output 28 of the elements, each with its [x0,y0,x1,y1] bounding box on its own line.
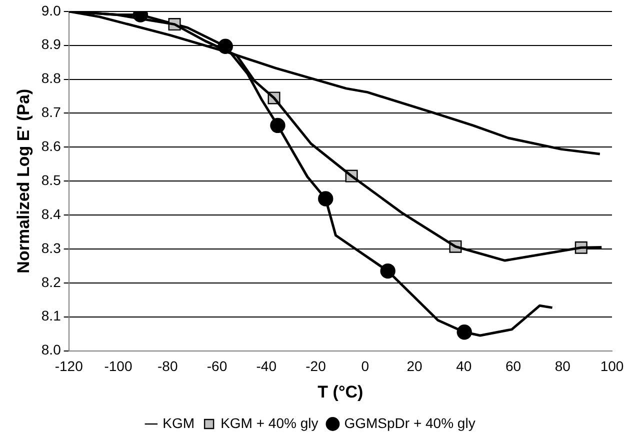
x-tick-label: -40 [256,358,277,374]
y-tick-label: 8.1 [41,308,62,324]
x-tick-label: 40 [456,358,472,374]
legend-label: KGM + 40% gly [220,414,318,431]
y-tick-label: 8.0 [41,342,62,358]
y-tick-label: 8.4 [41,206,62,222]
x-tick-label: 80 [554,358,571,374]
x-tick-label: -100 [104,358,132,374]
y-tick-label: 8.7 [41,104,62,120]
x-tick-label: -80 [157,358,178,374]
x-tick-label: -60 [206,358,228,374]
x-tick-label: 60 [505,358,522,374]
y-tick-label: 8.2 [41,274,62,290]
y-tick-label: 8.6 [41,138,62,154]
y-tick-label: 8.3 [41,240,62,256]
y-tick-label: 8.5 [41,172,62,188]
legend-label: KGM [162,414,195,431]
x-tick-label: -20 [306,358,326,374]
x-tick-label: 0 [361,358,370,374]
y-tick-label: 8.8 [41,70,62,86]
x-tick-label: 20 [406,358,422,374]
y-tick-label: 8.9 [41,36,62,52]
legend-label: GGMSpDr + 40% gly [344,414,476,431]
y-axis-title: Normalized Log E' (Pa) [14,88,33,274]
x-axis-title: T (°C) [318,382,364,402]
y-tick-label: 9.0 [41,2,62,18]
x-tick-label: 100 [600,358,624,374]
x-tick-label: -120 [54,358,84,374]
